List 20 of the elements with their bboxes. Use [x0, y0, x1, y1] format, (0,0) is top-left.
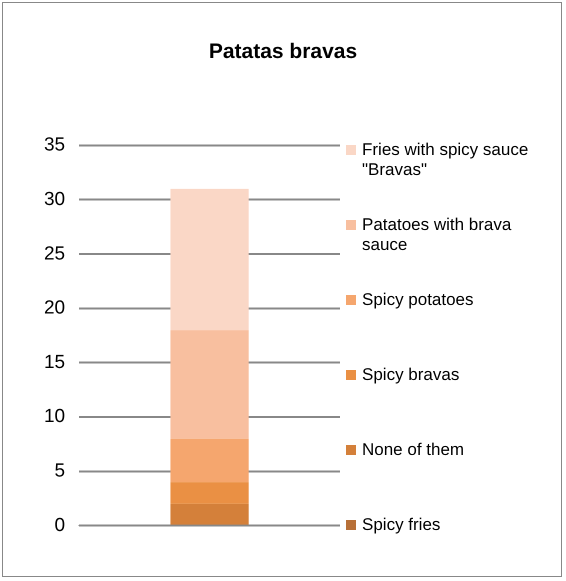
y-tick-label: 30	[44, 188, 66, 210]
y-tick-label: 15	[44, 352, 66, 373]
y-tick-label: 35	[44, 134, 66, 156]
legend-label: Spicy bravas	[362, 365, 460, 385]
bar	[170, 504, 249, 525]
legend-label: None of them	[362, 440, 464, 460]
bar	[170, 188, 249, 330]
y-tick-label: 0	[54, 514, 66, 536]
legend-label: Patatoes with brava sauce	[362, 215, 512, 255]
chart-title: Patatas bravas	[208, 40, 358, 64]
y-tick-label: 25	[44, 243, 66, 264]
legend-label: Fries with spicy sauce "Bravas"	[362, 140, 530, 180]
legend-label: Spicy fries	[362, 515, 440, 535]
y-tick-label: 20	[44, 298, 66, 319]
y-tick-label: 5	[54, 460, 66, 482]
y-tick-label: 10	[44, 406, 66, 428]
bar	[170, 330, 249, 439]
bar	[170, 438, 249, 482]
legend-label: Spicy potatoes	[362, 290, 474, 310]
bar	[170, 482, 249, 504]
